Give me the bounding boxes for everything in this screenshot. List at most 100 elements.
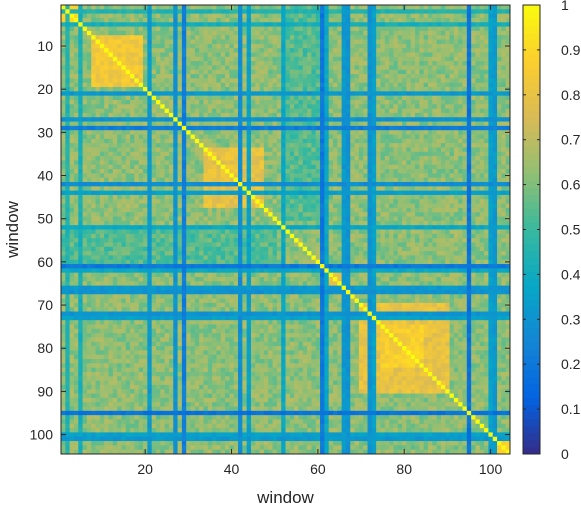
heatmap-cell xyxy=(371,30,377,36)
heatmap-cell xyxy=(268,207,273,213)
heatmap-cell xyxy=(238,169,243,174)
heatmap-cell xyxy=(220,207,226,213)
heatmap-cell xyxy=(328,164,334,170)
heatmap-cell xyxy=(453,35,459,40)
heatmap-cell xyxy=(475,39,481,45)
heatmap-cell xyxy=(281,78,286,84)
heatmap-cell xyxy=(255,199,260,204)
heatmap-cell xyxy=(194,164,200,170)
heatmap-cell xyxy=(91,186,96,192)
heatmap-cell xyxy=(294,164,299,170)
heatmap-cell xyxy=(358,26,364,32)
heatmap-cell xyxy=(475,65,481,71)
heatmap-cell xyxy=(95,65,101,71)
heatmap-cell xyxy=(458,48,463,53)
heatmap-cell xyxy=(462,17,468,23)
heatmap-cell xyxy=(95,186,101,192)
heatmap-cell xyxy=(276,138,282,144)
heatmap-cell xyxy=(376,39,381,45)
heatmap-cell xyxy=(298,61,304,66)
heatmap-cell xyxy=(263,160,269,166)
heatmap-cell xyxy=(453,138,459,144)
heatmap-cell xyxy=(91,194,96,200)
heatmap-cell xyxy=(371,48,377,53)
heatmap-cell xyxy=(220,95,226,101)
heatmap-cell xyxy=(238,203,243,209)
heatmap-cell xyxy=(458,26,463,32)
heatmap-cell xyxy=(415,30,420,36)
heatmap-cell xyxy=(363,147,368,153)
heatmap-cell xyxy=(376,9,381,15)
heatmap-cell xyxy=(125,74,131,79)
heatmap-cell xyxy=(358,173,364,179)
heatmap-cell xyxy=(436,39,442,45)
heatmap-cell xyxy=(345,87,351,92)
heatmap-cell xyxy=(458,74,463,79)
heatmap-cell xyxy=(337,87,343,92)
heatmap-cell xyxy=(99,177,105,183)
heatmap-cell xyxy=(298,87,304,92)
heatmap-cell xyxy=(328,173,334,179)
heatmap-cell xyxy=(345,56,351,62)
heatmap-cell xyxy=(181,121,187,127)
heatmap-cell xyxy=(497,186,502,192)
heatmap-cell xyxy=(73,143,79,148)
heatmap-cell xyxy=(207,108,213,114)
heatmap-cell xyxy=(419,143,425,148)
heatmap-cell xyxy=(453,5,459,10)
heatmap-cell xyxy=(371,138,377,144)
heatmap-cell xyxy=(220,151,226,157)
heatmap-cell xyxy=(354,9,360,15)
heatmap-cell xyxy=(311,65,317,71)
heatmap-cell xyxy=(242,207,248,213)
heatmap-cell xyxy=(324,17,330,23)
heatmap-cell xyxy=(492,190,498,196)
heatmap-cell xyxy=(225,112,230,118)
heatmap-cell xyxy=(462,104,468,110)
heatmap-cell xyxy=(86,207,92,213)
heatmap-cell xyxy=(415,48,420,53)
heatmap-cell xyxy=(212,17,217,23)
heatmap-cell xyxy=(367,30,373,36)
heatmap-cell xyxy=(65,147,71,153)
heatmap-cell xyxy=(380,147,386,153)
heatmap-cell xyxy=(108,130,114,135)
heatmap-cell xyxy=(315,143,321,148)
heatmap-cell xyxy=(203,130,209,135)
heatmap-cell xyxy=(475,78,481,84)
heatmap-cell xyxy=(143,52,148,58)
heatmap-cell xyxy=(82,52,88,58)
heatmap-cell xyxy=(186,91,191,97)
heatmap-cell xyxy=(73,13,79,19)
heatmap-cell xyxy=(246,9,252,15)
heatmap-cell xyxy=(250,147,256,153)
heatmap-cell xyxy=(65,182,71,187)
heatmap-cell xyxy=(484,151,489,157)
heatmap-cell xyxy=(440,203,446,209)
heatmap-cell xyxy=(436,87,442,92)
heatmap-cell xyxy=(130,177,135,183)
heatmap-cell xyxy=(199,190,204,196)
heatmap-cell xyxy=(186,160,191,166)
heatmap-cell xyxy=(164,199,170,204)
heatmap-cell xyxy=(61,164,66,170)
heatmap-cell xyxy=(272,156,278,161)
heatmap-cell xyxy=(458,190,463,196)
heatmap-cell xyxy=(332,190,338,196)
heatmap-cell xyxy=(289,35,295,40)
heatmap-cell xyxy=(268,13,273,19)
heatmap-cell xyxy=(324,91,330,97)
heatmap-cell xyxy=(471,43,476,49)
heatmap-cell xyxy=(393,108,399,114)
heatmap-cell xyxy=(471,199,476,204)
heatmap-cell xyxy=(250,74,256,79)
heatmap-cell xyxy=(272,143,278,148)
heatmap-cell xyxy=(302,160,308,166)
heatmap-cell xyxy=(363,134,368,140)
heatmap-cell xyxy=(358,13,364,19)
heatmap-cell xyxy=(263,108,269,114)
heatmap-cell xyxy=(341,190,347,196)
heatmap-cell xyxy=(225,56,230,62)
heatmap-cell xyxy=(380,87,386,92)
heatmap-cell xyxy=(181,156,187,161)
